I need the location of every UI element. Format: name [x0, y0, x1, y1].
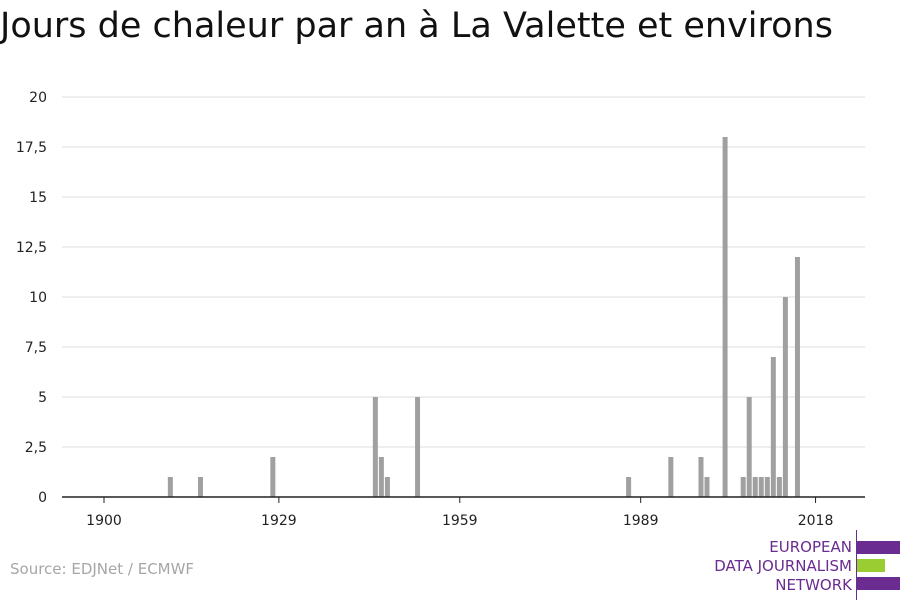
bar: [740, 477, 746, 497]
bar: [167, 477, 173, 497]
y-tick-label: 12,5: [16, 240, 47, 256]
y-tick-label: 10: [29, 290, 47, 306]
logo-bar-purple-bottom: [857, 577, 900, 590]
logo-bar-purple-top: [857, 541, 900, 554]
bar: [794, 257, 800, 497]
logo-bar-green: [857, 559, 885, 572]
grid-lines: [62, 96, 865, 448]
bar: [704, 477, 710, 497]
bar: [770, 357, 776, 497]
y-tick-label: 5: [38, 390, 47, 406]
bar: [372, 397, 378, 497]
bar: [197, 477, 203, 497]
chart-title: Jours de chaleur par an à La Valette et …: [0, 6, 833, 46]
bar: [698, 457, 704, 497]
bar: [758, 477, 764, 497]
x-tick-label: 1989: [623, 513, 659, 529]
bar: [384, 477, 390, 497]
x-tick-label: 1959: [442, 513, 478, 529]
source-note: Source: EDJNet / ECMWF: [10, 560, 195, 578]
x-tick-label: 1900: [86, 513, 122, 529]
y-tick-label: 20: [29, 90, 47, 106]
bar: [776, 477, 782, 497]
edjnet-logo: EUROPEAN DATA JOURNALISM NETWORK: [712, 530, 900, 600]
x-tick-label: 2018: [798, 513, 834, 529]
logo-line-1: EUROPEAN: [769, 538, 852, 556]
bar: [668, 457, 674, 497]
bar: [746, 397, 752, 497]
bar: [378, 457, 384, 497]
bar: [270, 457, 276, 497]
bars: [167, 137, 800, 497]
logo-line-2: DATA JOURNALISM: [714, 557, 852, 575]
bar: [764, 477, 770, 497]
x-tick-label: 1929: [261, 513, 297, 529]
y-tick-label: 2,5: [25, 440, 47, 456]
y-tick-label: 0: [38, 490, 47, 506]
y-tick-label: 17,5: [16, 140, 47, 156]
bar: [415, 397, 421, 497]
bar: [782, 297, 788, 497]
bar: [722, 137, 728, 497]
logo-divider: [856, 530, 857, 600]
axes: 0 2,5 5 7,5 10 12,5 15 17,5 20 1900 1929 1959 1989 20…: [16, 90, 865, 529]
y-tick-label: 15: [29, 190, 47, 206]
bar: [752, 477, 758, 497]
y-tick-label: 7,5: [25, 340, 47, 356]
logo-text: EUROPEAN DATA JOURNALISM NETWORK: [714, 538, 852, 595]
logo-line-3: NETWORK: [775, 576, 852, 594]
bar: [626, 477, 632, 497]
